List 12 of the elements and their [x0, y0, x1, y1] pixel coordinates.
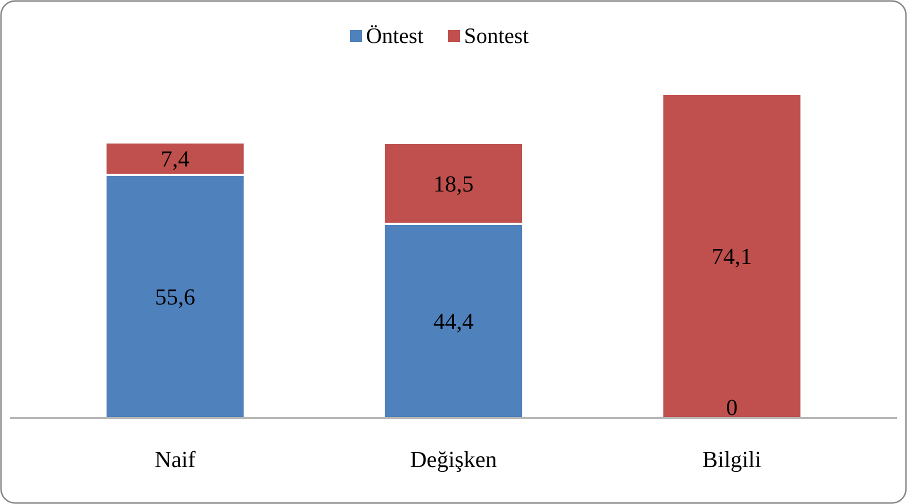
data-label: 18,5 [433, 171, 474, 196]
x-tick-label: Bilgili [702, 447, 762, 472]
x-tick-label: Değişken [410, 447, 498, 472]
data-label: 7,4 [160, 146, 190, 172]
data-label: 55,6 [155, 284, 196, 310]
legend-label: Sontest [464, 23, 529, 48]
bar [661, 93, 802, 419]
data-label: 0 [726, 395, 738, 420]
data-label: 44,4 [433, 308, 474, 334]
legend-label: Öntest [366, 23, 424, 48]
data-label: 74,1 [712, 244, 752, 269]
x-tick-label: Naif [154, 447, 196, 472]
